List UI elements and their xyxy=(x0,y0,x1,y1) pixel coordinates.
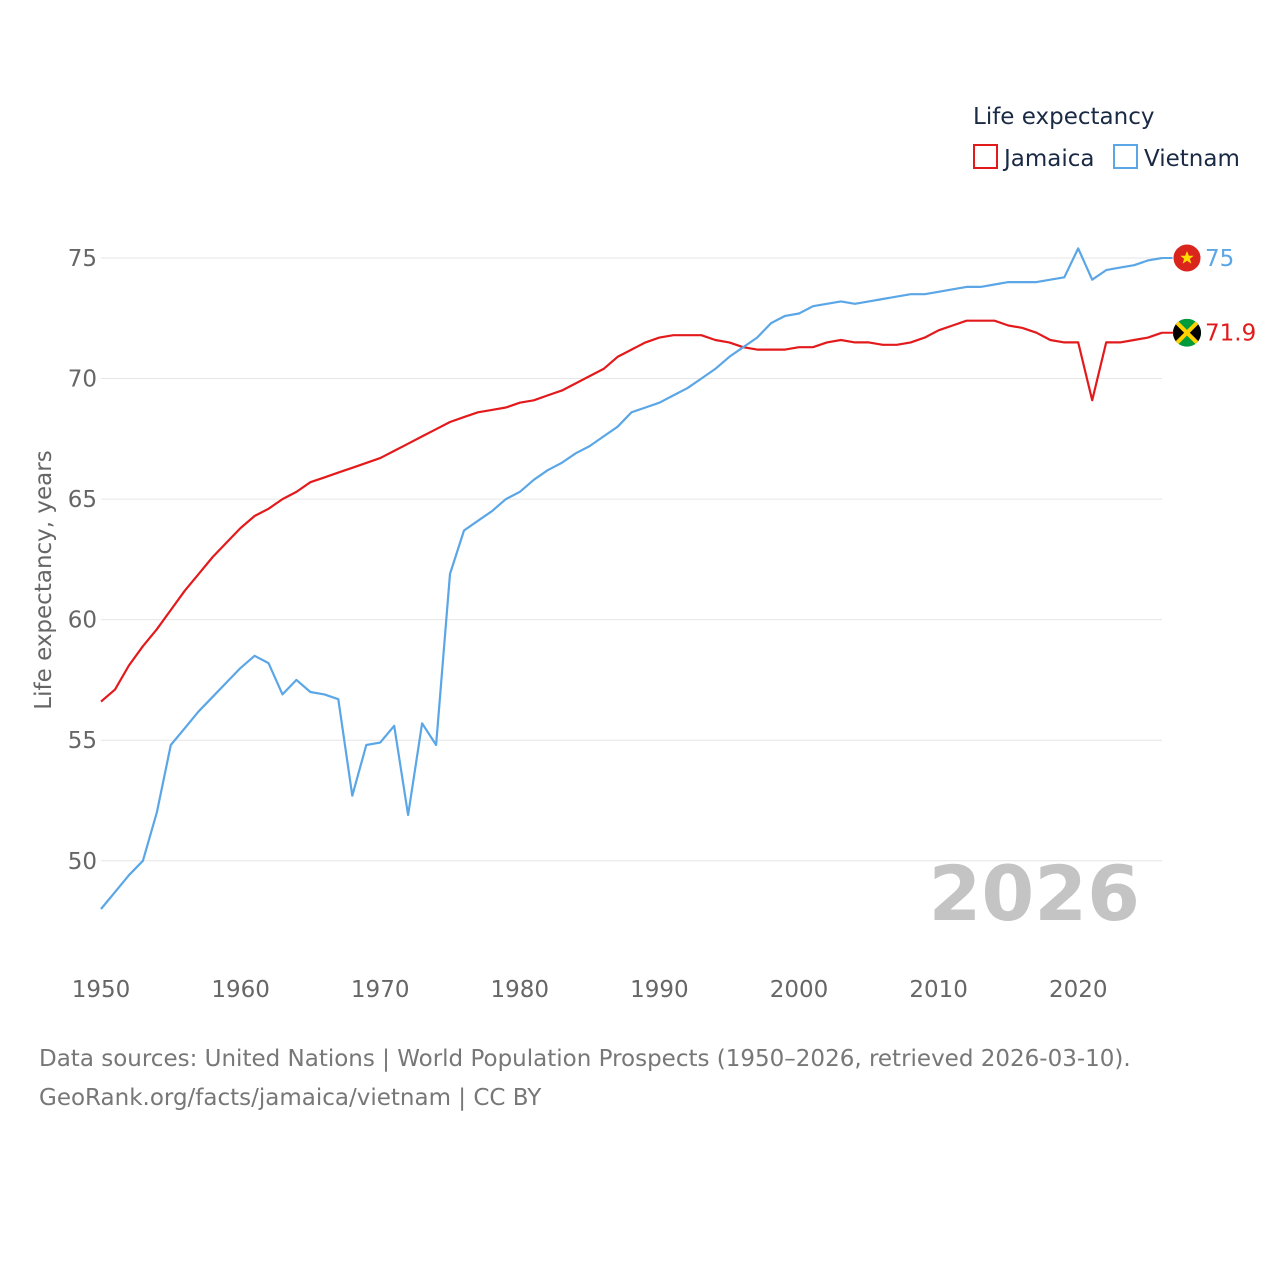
x-tick-label: 1980 xyxy=(491,977,550,1003)
x-tick-label: 2020 xyxy=(1049,977,1108,1003)
x-axis-ticks: 1950 1960 1970 1980 1990 2000 2010 2020 xyxy=(72,977,1108,1003)
legend-swatch-jamaica xyxy=(973,144,998,169)
jamaica-flag-icon xyxy=(1173,318,1201,347)
x-tick-label: 1990 xyxy=(630,977,689,1003)
series-lines xyxy=(100,247,1163,910)
legend-title: Life expectancy xyxy=(973,104,1154,130)
data-sources-note: Data sources: United Nations | World Pop… xyxy=(39,1046,1131,1072)
grid-lines xyxy=(101,257,1162,862)
legend-label-jamaica: Jamaica xyxy=(1002,146,1095,172)
x-tick-label: 1970 xyxy=(351,977,410,1003)
vietnam-end-value: 75 xyxy=(1205,246,1234,272)
y-tick-label: 75 xyxy=(68,246,97,272)
series-line-vietnam[interactable] xyxy=(100,247,1163,910)
year-watermark: 2026 xyxy=(928,849,1140,938)
y-tick-label: 65 xyxy=(68,487,97,513)
credit-link[interactable]: GeoRank.org/facts/jamaica/vietnam | CC B… xyxy=(39,1085,542,1111)
x-tick-label: 1960 xyxy=(211,977,270,1003)
series-line-jamaica[interactable] xyxy=(100,319,1163,703)
y-axis-ticks: 50 55 60 65 70 75 xyxy=(68,246,97,875)
legend-label-vietnam: Vietnam xyxy=(1144,146,1240,172)
y-tick-label: 55 xyxy=(68,728,97,754)
legend-item-jamaica[interactable]: Jamaica xyxy=(973,144,1095,172)
jamaica-end-value: 71.9 xyxy=(1205,321,1256,347)
y-tick-label: 70 xyxy=(68,367,97,393)
x-tick-label: 1950 xyxy=(72,977,131,1003)
y-axis-title: Life expectancy, years xyxy=(31,450,57,709)
y-tick-label: 60 xyxy=(68,608,97,634)
vietnam-flag-icon xyxy=(1172,243,1202,273)
legend-swatch-vietnam xyxy=(1113,144,1138,169)
x-tick-label: 2010 xyxy=(909,977,968,1003)
y-tick-label: 50 xyxy=(68,849,97,875)
legend: Life expectancy Jamaica Vietnam xyxy=(973,104,1240,172)
x-tick-label: 2000 xyxy=(770,977,829,1003)
legend-item-vietnam[interactable]: Vietnam xyxy=(1113,144,1240,172)
